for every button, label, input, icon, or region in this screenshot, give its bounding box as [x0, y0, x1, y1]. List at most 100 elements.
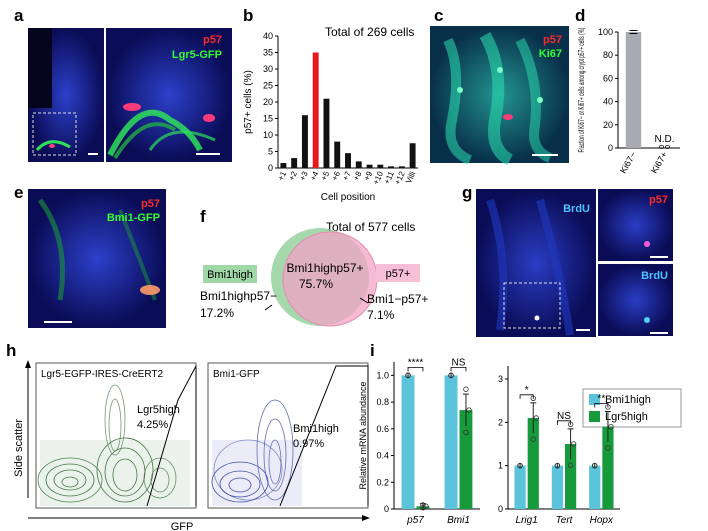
panel-i-label: i	[370, 341, 375, 360]
b-bar	[345, 153, 351, 168]
i-ytick-label: 0.2	[376, 477, 389, 487]
panel-c: p57 Ki67 c	[430, 6, 569, 166]
panel-a: p57 Lgr5-GFP a	[14, 6, 232, 162]
d-ytick-label: 40	[603, 97, 613, 107]
b-ytick-label: 10	[263, 130, 273, 140]
b-xtick-label: +1	[276, 170, 288, 183]
i-ytick-label: 3	[498, 374, 503, 384]
i-bar-bmi1	[444, 375, 458, 509]
flow-plot-lgr5-gate	[146, 365, 197, 507]
venn-tag-bmi1-box	[203, 265, 257, 283]
b-xtick-label: +4	[308, 170, 320, 183]
b-bar	[291, 158, 298, 168]
panel-c-channel-2: Ki67	[539, 48, 562, 60]
i-ytick-label: 0	[384, 504, 389, 514]
flow-plot-bmi1-contours	[211, 399, 294, 503]
panel-f-total: Total of 577 cells	[326, 220, 415, 234]
i-xtick-label: Bmi1	[447, 515, 470, 526]
panel-h: h Side scatter GFP Lgr5-EGFP-IRES-CreERT…	[6, 341, 370, 531]
b-ytick-label: 35	[263, 48, 273, 58]
i-point	[517, 462, 523, 469]
flow-plot-bmi1-pct: 0.97%	[293, 438, 324, 450]
i-point	[420, 504, 426, 511]
panel-i-chart: i Bmi1high Lgr5high 00.20.40.60.81.0****…	[358, 341, 682, 526]
d-ytick-label: 60	[603, 73, 613, 83]
b-ylabel: p57+ cells (%)	[243, 70, 254, 134]
d-ytick-label: 80	[603, 50, 613, 60]
venn-center-pct: 75.7%	[299, 277, 333, 291]
panel-g: BrdU p57 BrdU g	[462, 183, 673, 337]
flow-plot-lgr5-gate-label: Lgr5high	[137, 404, 180, 416]
i-ytick-label: 0.4	[376, 451, 389, 461]
i-bar-lgr5	[459, 410, 473, 509]
i-ytick-label: 0.8	[376, 397, 389, 407]
venn-tag-p57: p57+	[386, 268, 411, 280]
d-point	[658, 145, 665, 149]
b-xtick-label: +6	[330, 170, 342, 183]
flow-plot-lgr5-title: Lgr5-EGFP-IRES-CreERT2	[41, 369, 164, 380]
b-bar	[366, 164, 373, 168]
b-ytick-label: 0	[268, 163, 273, 173]
flow-plot-bmi1-gate	[279, 365, 369, 507]
i-point	[605, 445, 611, 451]
i-sig-bracket	[557, 420, 571, 425]
b-bar	[280, 163, 287, 168]
d-xtick-label: Ki67+	[649, 150, 669, 175]
i-ytick-label: 0	[498, 504, 503, 514]
i-bar-lgr5	[565, 444, 577, 509]
i-ylabel: Relative mRNA abundance	[358, 381, 368, 489]
legend-label-lgr5: Lgr5high	[605, 411, 648, 423]
panel-e-channel-1: p57	[141, 198, 160, 210]
i-xtick-label: Tert	[556, 515, 574, 526]
venn-tag-p57-box	[376, 264, 420, 282]
flow-plot-bmi1-gate-label: Bmi1high	[293, 423, 339, 435]
b-ytick-label: 40	[263, 31, 273, 41]
b-xtick-label: Villi	[404, 170, 417, 185]
i-point	[554, 462, 561, 469]
d-ytick-label: 0	[608, 143, 613, 153]
i-bar-lgr5	[602, 426, 614, 509]
i-ytick-label: 2	[498, 417, 503, 427]
i-sig-bracket	[519, 394, 534, 399]
b-ytick-label: 25	[263, 81, 273, 91]
b-bar	[323, 98, 330, 168]
b-xtick-label: +5	[319, 170, 331, 183]
b-xtick-label: +7	[341, 170, 353, 183]
i-bar-bmi1	[401, 375, 415, 509]
i-sig-label: *	[525, 385, 529, 396]
i-sig-bracket	[594, 403, 609, 408]
legend-swatch-lgr5	[589, 411, 600, 422]
i-bar-bmi1	[589, 465, 601, 509]
panel-a-label: a	[14, 6, 24, 25]
d-ytick-label: 100	[598, 27, 613, 37]
panel-c-channel-1: p57	[543, 34, 562, 46]
d-ytick-label: 20	[603, 120, 613, 130]
b-bar	[398, 166, 405, 168]
panel-h-ylabel: Side scatter	[13, 419, 25, 477]
panel-i-legend: Bmi1high Lgr5high	[582, 388, 682, 428]
venn-left-label: Bmi1highp57−	[200, 289, 277, 303]
i-bar-bmi1	[551, 465, 563, 509]
panel-g-channel-2: p57	[649, 194, 668, 206]
b-xtick-label: +9	[362, 170, 374, 183]
i-point	[420, 502, 426, 508]
b-ytick-label: 15	[263, 114, 273, 124]
venn-tag-bmi1: Bmi1high	[207, 269, 253, 281]
panel-f-label: f	[200, 207, 206, 226]
panel-h-label: h	[6, 341, 16, 360]
venn-circle-p57	[283, 232, 377, 326]
venn-right-label: Bmi1−p57+	[367, 292, 428, 306]
b-bar	[355, 161, 362, 168]
b-bar	[334, 141, 341, 168]
panel-g-inset-box	[503, 282, 561, 329]
panel-g-label: g	[462, 183, 472, 202]
venn-center-label: Bmi1highp57+	[286, 261, 363, 275]
panel-f: f Total of 577 cells Bmi1high p57+ Bmi1h…	[200, 207, 428, 327]
i-ytick-label: 1	[498, 461, 503, 471]
panel-b-total: Total of 269 cells	[325, 25, 414, 39]
panel-b-chart: b Total of 269 cells 0510152025303540+1+…	[243, 6, 418, 203]
flow-plot-lgr5-pct: 4.25%	[137, 419, 168, 431]
i-sig-bracket	[407, 366, 424, 372]
b-bar	[301, 115, 308, 168]
